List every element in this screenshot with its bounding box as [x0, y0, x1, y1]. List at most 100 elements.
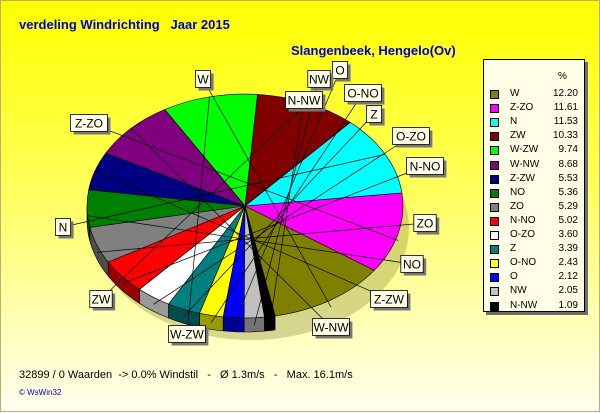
legend-swatch: [490, 259, 499, 269]
legend-swatch: [490, 231, 499, 240]
legend-item-w-nw: W-NW 8.68: [490, 159, 582, 172]
legend-item-no: NO 5.36: [490, 187, 582, 200]
legend-unit: %: [558, 71, 567, 82]
legend-item-o-no: O-NO 2.43: [490, 257, 582, 270]
svg-text:NW: NW: [309, 73, 330, 87]
svg-text:O-ZO: O-ZO: [396, 130, 426, 144]
brand-credit: © WsWin32: [19, 388, 62, 397]
legend-label: O: [510, 271, 518, 283]
legend-swatch: [490, 216, 499, 226]
legend-item-z-zo: Z-ZO 11.61: [490, 102, 582, 115]
footer-stats: 32899 / 0 Waarden -> 0.0% Windstil - Ø 1…: [19, 369, 353, 381]
legend-label: N: [510, 116, 518, 128]
svg-text:N: N: [59, 221, 68, 235]
callout-z-zw: Z-ZW: [94, 170, 411, 311]
callout-no: NO: [86, 215, 427, 276]
legend-value: 5.36: [558, 186, 578, 198]
legend-item-zo: ZO 5.29: [490, 201, 582, 214]
legend-swatch: [490, 174, 499, 184]
callout-z: Z: [183, 105, 385, 317]
legend-swatch: [490, 273, 499, 283]
legend-label: W: [510, 88, 520, 99]
legend-value: 1.09: [558, 299, 578, 311]
legend-label: NW: [510, 285, 527, 297]
legend-item-nw: NW 2.05: [490, 285, 582, 298]
pie-slice-w: [244, 205, 375, 317]
callout-n-no: N-NO: [122, 157, 447, 284]
callout-w: W: [194, 70, 332, 308]
legend-swatch: [490, 132, 499, 142]
legend-value: 3.39: [558, 243, 578, 255]
svg-text:O: O: [335, 64, 344, 78]
callout-nw: NW: [253, 70, 334, 325]
legend-item-zw: ZW 10.33: [490, 130, 582, 143]
legend-item-n-no: N-NO 5.02: [490, 215, 582, 228]
legend-label: NO: [510, 186, 525, 198]
callout-w-nw: W-NW: [130, 128, 353, 339]
chart-subtitle: Slangenbeek, Hengelo(Ov): [291, 43, 456, 58]
svg-text:N-NW: N-NW: [288, 94, 321, 108]
callout-o-no: O-NO: [211, 84, 385, 323]
legend-value: 11.53: [553, 116, 578, 128]
legend-label: ZO: [510, 200, 524, 212]
callout-z-zo: Z-ZO: [70, 114, 399, 241]
legend-swatch: [490, 301, 499, 311]
legend-label: O-NO: [510, 257, 537, 269]
legend-value: 2.05: [558, 285, 578, 297]
svg-text:W-ZW: W-ZW: [170, 328, 204, 342]
legend-value: 9.74: [558, 144, 578, 156]
legend-item-n: N 11.53: [490, 116, 582, 129]
legend-swatch: [490, 287, 499, 297]
legend-swatch: [490, 104, 499, 114]
legend-item-w-zw: W-ZW 9.74: [490, 144, 582, 157]
svg-text:Z-ZW: Z-ZW: [374, 293, 405, 307]
legend-value: 11.61: [553, 102, 578, 114]
legend-item-o-zo: O-ZO 3.60: [490, 229, 582, 242]
legend-label: N-NO: [510, 214, 536, 226]
callout-o: O: [233, 61, 351, 325]
svg-text:W-NW: W-NW: [313, 321, 349, 335]
legend-value: 5.29: [558, 200, 578, 212]
legend-label: ZW: [510, 130, 526, 142]
svg-text:O-NO: O-NO: [347, 87, 378, 101]
legend-value: 3.60: [558, 229, 578, 240]
callout-n-nw: N-NW: [269, 91, 326, 324]
callout-zo: ZO: [96, 214, 440, 253]
chart-title: verdeling Windrichting Jaar 2015: [19, 17, 230, 32]
legend-swatch: [490, 188, 499, 198]
legend-swatch: [490, 146, 499, 156]
callout-w-zw: W-ZW: [168, 96, 210, 346]
legend-value: 10.33: [552, 130, 578, 142]
legend-label: Z-ZW: [510, 172, 535, 184]
legend-value: 5.02: [558, 214, 578, 226]
callout-o-zo: O-ZO: [153, 127, 433, 305]
legend-item-w: W 12.20: [490, 88, 582, 101]
legend-label: W-NW: [510, 158, 540, 170]
svg-text:Z-ZO: Z-ZO: [75, 117, 103, 131]
svg-text:NO: NO: [403, 258, 421, 272]
svg-text:W: W: [197, 73, 209, 87]
legend-item-o: O 2.12: [490, 271, 582, 284]
legend-value: 2.43: [558, 257, 578, 269]
svg-text:Z: Z: [370, 108, 377, 122]
legend-value: 8.68: [558, 158, 578, 170]
legend-value: 2.12: [558, 271, 578, 283]
legend-item-z: Z 3.39: [490, 243, 582, 256]
svg-text:ZW: ZW: [92, 293, 111, 307]
legend-label: W-ZW: [510, 144, 539, 156]
callout-n: N: [55, 153, 386, 239]
svg-text:ZO: ZO: [417, 217, 434, 231]
legend-label: Z: [510, 243, 517, 255]
legend-item-z-zw: Z-ZW 5.53: [490, 173, 582, 186]
legend-value: 12.20: [552, 88, 578, 99]
legend-label: N-NW: [510, 299, 538, 311]
legend-swatch: [490, 160, 499, 170]
legend-value: 5.53: [558, 172, 578, 184]
legend-item-n-nw: N-NW 1.09: [490, 300, 582, 313]
legend-swatch: [490, 90, 499, 99]
legend-label: Z-ZO: [510, 102, 534, 114]
legend-swatch: [490, 245, 499, 255]
legend-swatch: [490, 118, 499, 128]
svg-text:N-NO: N-NO: [410, 160, 441, 174]
